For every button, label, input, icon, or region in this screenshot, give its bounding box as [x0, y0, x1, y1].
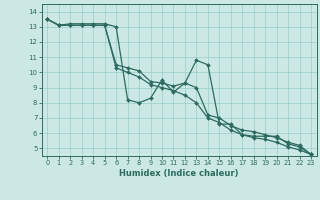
X-axis label: Humidex (Indice chaleur): Humidex (Indice chaleur): [119, 169, 239, 178]
